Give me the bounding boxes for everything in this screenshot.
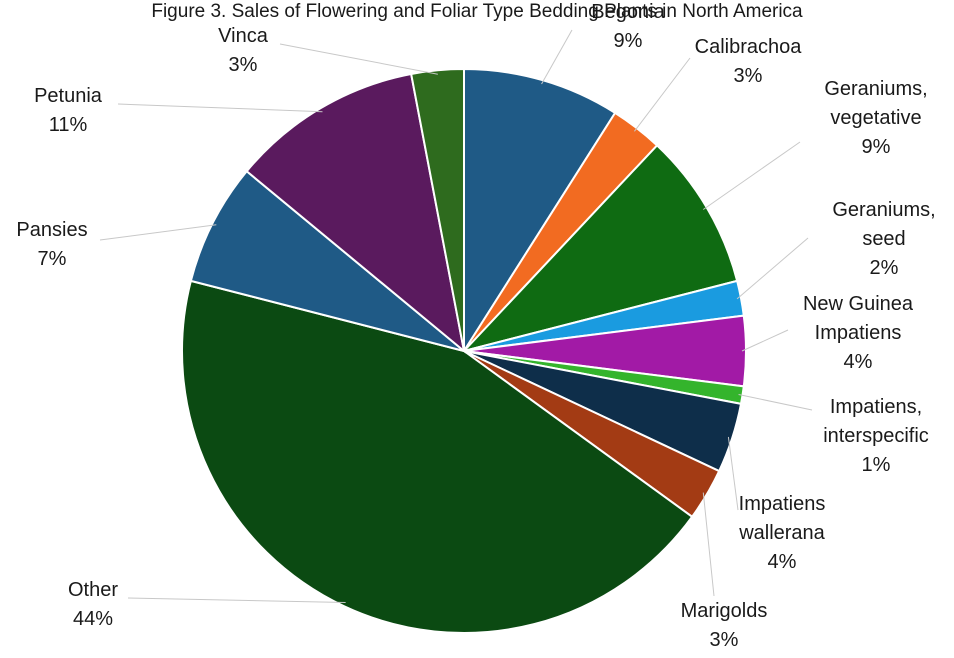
slice-label-name: Geraniums, — [832, 199, 935, 221]
leader-line — [541, 29, 573, 85]
slice-label-percent: 3% — [229, 54, 258, 76]
pie-slice-petunia — [245, 72, 466, 354]
pie-slice-other — [181, 279, 694, 634]
slice-label-name: Impatiens — [815, 322, 902, 344]
slice-label-percent: 1% — [862, 454, 891, 476]
slice-label-percent: 4% — [768, 551, 797, 573]
chart-title: Figure 3. Sales of Flowering and Foliar … — [151, 1, 803, 22]
slice-label: Marigolds 3% — [681, 600, 768, 651]
leader-line — [702, 492, 715, 597]
slice-label-name: Marigolds — [681, 600, 768, 622]
slice-label: Impatiens wallerana 4% — [738, 493, 825, 573]
slice-label-name: Pansies — [16, 219, 87, 241]
slice-label-percent: 9% — [862, 136, 891, 158]
slice-label-name: New Guinea — [803, 293, 914, 315]
leader-line — [703, 141, 801, 210]
slice-label-percent: 3% — [734, 65, 763, 87]
slice-label-name: Impatiens — [739, 493, 826, 515]
leader-line — [741, 329, 789, 352]
leader-line — [279, 43, 438, 75]
slice-label: Begonia 9% — [591, 1, 665, 52]
slice-label-percent: 44% — [73, 608, 113, 630]
leader-lines — [99, 29, 813, 604]
slice-label: Calibrachoa 3% — [695, 36, 803, 87]
slice-label: Other 44% — [68, 579, 118, 630]
pie-slice-begonia — [463, 67, 617, 355]
leader-line — [99, 224, 217, 241]
slice-labels: Begonia 9% Calibrachoa 3% Geraniums, vegetati… — [16, 1, 935, 651]
slice-label-name: seed — [862, 228, 905, 250]
slice-label-name: Petunia — [34, 85, 103, 107]
pie-slice-vinca — [409, 67, 465, 352]
leader-line — [727, 436, 739, 511]
slice-label-name: interspecific — [823, 425, 929, 447]
slice-label-percent: 7% — [38, 248, 67, 270]
leader-line — [117, 103, 323, 113]
leader-line — [633, 57, 691, 132]
slice-label-name: Geraniums, — [824, 78, 927, 100]
slice-label: Geraniums, seed 2% — [832, 199, 935, 279]
slice-label-name: Other — [68, 579, 118, 601]
slice-label: New Guinea Impatiens 4% — [803, 293, 914, 373]
slice-label-name: wallerana — [738, 522, 825, 544]
slice-label-percent: 2% — [870, 257, 899, 279]
slice-label: Vinca 3% — [218, 25, 269, 76]
pie-slices — [181, 67, 747, 634]
slice-label-name: vegetative — [830, 107, 921, 129]
slice-label: Geraniums, vegetative 9% — [824, 78, 927, 158]
slice-label-percent: 3% — [710, 629, 739, 651]
leader-line — [127, 597, 346, 604]
leader-line — [736, 237, 809, 300]
pie-slice-pansies — [189, 169, 465, 352]
slice-label-percent: 11% — [49, 114, 88, 136]
slice-label-percent: 9% — [614, 30, 643, 52]
slice-label-name: Calibrachoa — [695, 36, 803, 58]
slice-label-name: Begonia — [591, 1, 665, 23]
slice-label: Pansies 7% — [16, 219, 87, 270]
slice-label-name: Impatiens, — [830, 396, 922, 418]
slice-label-name: Vinca — [218, 25, 269, 47]
slice-label: Impatiens, interspecific 1% — [823, 396, 929, 476]
slice-label-percent: 4% — [844, 351, 873, 373]
slice-label: Petunia 11% — [34, 85, 103, 136]
leader-line — [738, 393, 813, 411]
